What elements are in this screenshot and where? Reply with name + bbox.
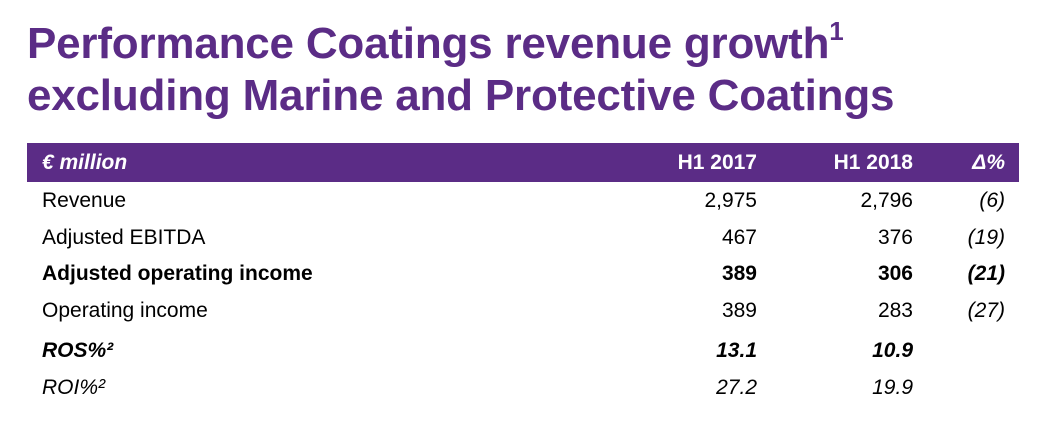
table-row-revenue: Revenue 2,975 2,796 (6): [27, 182, 1019, 219]
header-label: € million: [42, 151, 128, 174]
header-h1-2017: H1 2017: [677, 151, 757, 174]
table-header: € million H1 2017 H1 2018 Δ%: [27, 143, 1019, 182]
row-label: Adjusted EBITDA: [42, 225, 206, 249]
row-label: ROI%²: [42, 376, 105, 399]
row-value-h1-2018: 19.9: [872, 376, 913, 399]
title-line-1: Performance Coatings revenue growth1: [27, 18, 894, 70]
row-label: Revenue: [42, 189, 127, 212]
header-delta-percent: Δ%: [972, 151, 1005, 174]
page-title: Performance Coatings revenue growth1 exc…: [27, 18, 894, 122]
table-row-adjusted-operating-income: Adjusted operating income 389 306 (21): [27, 255, 1019, 292]
row-value-h1-2017: 389: [721, 298, 757, 322]
row-value-h1-2017: 13.1: [716, 339, 757, 362]
row-delta: (19): [967, 225, 1005, 249]
row-value-h1-2017: 389: [721, 262, 757, 285]
row-delta: (6): [979, 189, 1005, 212]
row-label: Adjusted operating income: [42, 262, 313, 285]
row-value-h1-2017: 27.2: [716, 376, 757, 399]
row-value-h1-2018: 283: [877, 298, 913, 322]
table-row-roi: ROI%² 27.2 19.9: [27, 369, 1019, 406]
row-value-h1-2018: 376: [877, 225, 913, 249]
title-line-1-text: Performance Coatings revenue growth: [27, 19, 830, 68]
row-value-h1-2018: 306: [877, 262, 913, 285]
table-row-ros: ROS%² 13.1 10.9: [27, 328, 1019, 369]
row-delta: (21): [967, 262, 1005, 285]
title-footnote-marker: 1: [829, 16, 844, 46]
row-value-h1-2018: 10.9: [872, 339, 913, 362]
row-value-h1-2018: 2,796: [860, 189, 913, 212]
financial-table: € million H1 2017 H1 2018 Δ% Revenue 2,9…: [27, 143, 1019, 406]
row-value-h1-2017: 2,975: [704, 189, 757, 212]
row-label: Operating income: [42, 298, 208, 322]
header-h1-2018: H1 2018: [833, 151, 913, 174]
row-value-h1-2017: 467: [721, 225, 757, 249]
title-line-2: excluding Marine and Protective Coatings: [27, 71, 895, 120]
table-row-adjusted-ebitda: Adjusted EBITDA 467 376 (19): [27, 219, 1019, 256]
table-row-operating-income: Operating income 389 283 (27): [27, 292, 1019, 329]
row-delta: (27): [967, 298, 1005, 322]
row-label: ROS%²: [42, 339, 114, 362]
